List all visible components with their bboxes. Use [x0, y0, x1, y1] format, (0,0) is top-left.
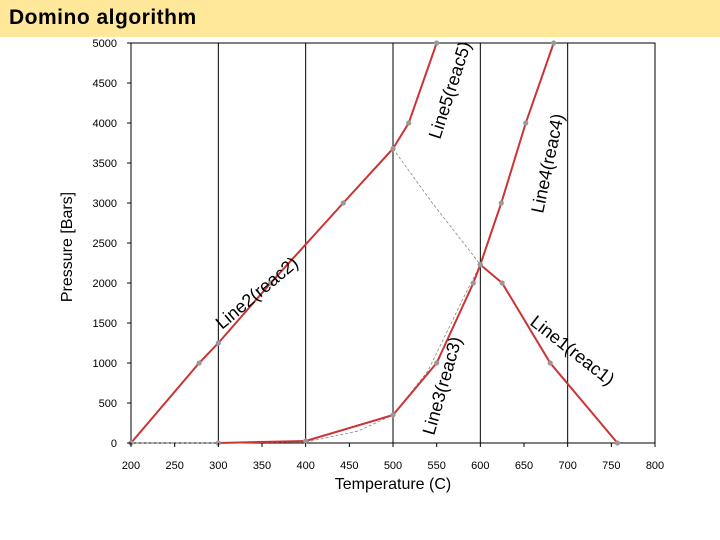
- y-tick-label: 4500: [93, 78, 117, 90]
- x-tick-label: 800: [646, 460, 664, 472]
- y-axis-title: Pressure [Bars]: [59, 192, 76, 302]
- series-line-4: [479, 42, 555, 265]
- data-point: [303, 438, 309, 444]
- data-point: [498, 200, 504, 206]
- data-point: [196, 360, 202, 366]
- x-tick-label: 350: [253, 460, 271, 472]
- x-tick-label: 450: [340, 460, 358, 472]
- x-axis-title: Temperature (C): [335, 476, 451, 493]
- data-point: [215, 340, 221, 346]
- y-tick-label: 2000: [93, 278, 117, 290]
- data-point: [406, 120, 412, 126]
- y-tick-label: 4000: [93, 118, 117, 130]
- data-point: [499, 280, 505, 286]
- data-point: [340, 200, 346, 206]
- series-line-1: [479, 263, 619, 444]
- x-tick-label: 750: [602, 460, 620, 472]
- data-point: [477, 262, 483, 268]
- x-tick-label: 300: [209, 460, 227, 472]
- x-tick-label: 200: [122, 460, 140, 472]
- x-tick-label: 250: [165, 460, 183, 472]
- slide-title: Domino algorithm: [9, 6, 197, 29]
- data-point: [390, 146, 396, 152]
- data-point: [434, 360, 440, 366]
- y-tick-label: 2500: [93, 238, 117, 250]
- x-tick-label: 550: [427, 460, 445, 472]
- series-line-2: [130, 147, 394, 444]
- x-tick-label: 700: [558, 460, 576, 472]
- data-point: [268, 280, 274, 286]
- data-point: [523, 120, 529, 126]
- metastable-extension-curve: [392, 148, 481, 265]
- y-tick-label: 3000: [93, 198, 117, 210]
- y-tick-label: 500: [99, 398, 117, 410]
- data-point: [434, 40, 440, 46]
- title-bar: [0, 0, 720, 37]
- y-tick-label: 1500: [93, 318, 117, 330]
- y-tick-label: 5000: [93, 38, 117, 50]
- y-tick-label: 0: [111, 438, 117, 450]
- x-tick-label: 600: [471, 460, 489, 472]
- data-point: [551, 40, 557, 46]
- x-tick-label: 650: [515, 460, 533, 472]
- series-line-3: [218, 264, 482, 444]
- data-point: [390, 412, 396, 418]
- data-point: [470, 280, 476, 286]
- y-tick-label: 1000: [93, 358, 117, 370]
- y-tick-label: 3500: [93, 158, 117, 170]
- x-tick-label: 500: [384, 460, 402, 472]
- data-point: [547, 360, 553, 366]
- x-tick-label: 400: [296, 460, 314, 472]
- data-point: [614, 440, 621, 446]
